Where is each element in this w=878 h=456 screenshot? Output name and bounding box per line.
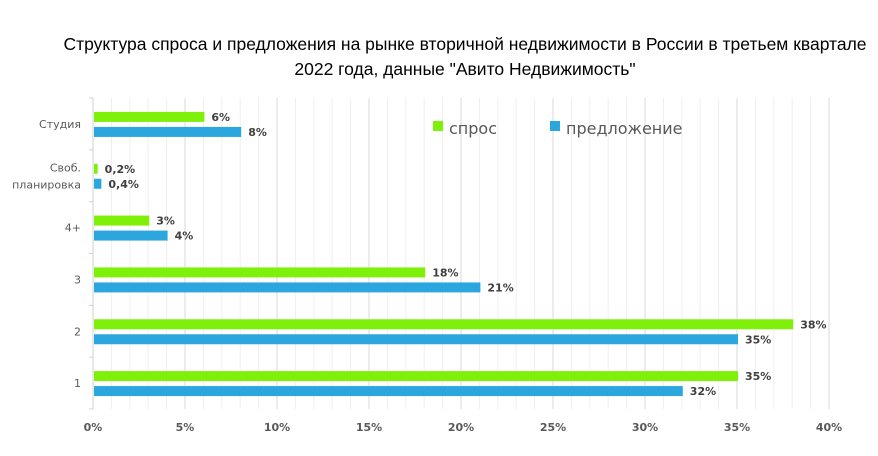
bar-demand — [94, 319, 794, 330]
x-tick-label: 25% — [540, 421, 566, 434]
category-label: 1 — [74, 377, 81, 390]
data-label: 38% — [800, 318, 826, 331]
chart-title: Структура спроса и предложения на рынке … — [63, 34, 867, 79]
x-tick-label: 35% — [724, 421, 750, 434]
data-label: 0,4% — [108, 178, 139, 191]
category-label: Студия — [39, 118, 81, 131]
bar-supply — [94, 230, 168, 241]
category-label: 4+ — [65, 222, 81, 235]
data-label: 4% — [175, 230, 194, 243]
data-label: 8% — [248, 126, 267, 139]
data-label: 18% — [432, 266, 458, 279]
x-tick-label: 15% — [356, 421, 382, 434]
bar-demand — [94, 215, 150, 226]
category-label: планировка — [12, 178, 81, 191]
category-label: 2 — [74, 325, 81, 338]
data-label: 35% — [745, 333, 771, 346]
bar-demand — [94, 267, 426, 278]
bar-demand — [94, 371, 738, 382]
data-label: 32% — [690, 385, 716, 398]
legend-label: спрос — [449, 119, 497, 138]
x-tick-label: 20% — [448, 421, 474, 434]
x-tick-label: 0% — [84, 421, 103, 434]
x-tick-label: 5% — [176, 421, 195, 434]
bar-supply — [94, 126, 242, 137]
category-label: Своб. — [50, 161, 81, 174]
category-label: 3 — [74, 273, 81, 286]
bar-supply — [94, 178, 102, 189]
bar-supply — [94, 282, 481, 293]
legend-swatch — [550, 121, 560, 131]
data-label: 35% — [745, 370, 771, 383]
data-label: 0,2% — [105, 163, 136, 176]
bar-supply — [94, 386, 683, 397]
data-label: 21% — [487, 281, 513, 294]
x-tick-label: 40% — [816, 421, 842, 434]
x-tick-label: 10% — [264, 421, 290, 434]
bar-demand — [94, 111, 205, 122]
legend-label: предложение — [566, 119, 683, 138]
data-label: 3% — [156, 215, 175, 228]
legend-swatch — [433, 121, 443, 131]
x-tick-label: 30% — [632, 421, 658, 434]
bar-demand — [94, 163, 98, 174]
data-label: 6% — [211, 111, 230, 124]
bar-supply — [94, 334, 738, 345]
